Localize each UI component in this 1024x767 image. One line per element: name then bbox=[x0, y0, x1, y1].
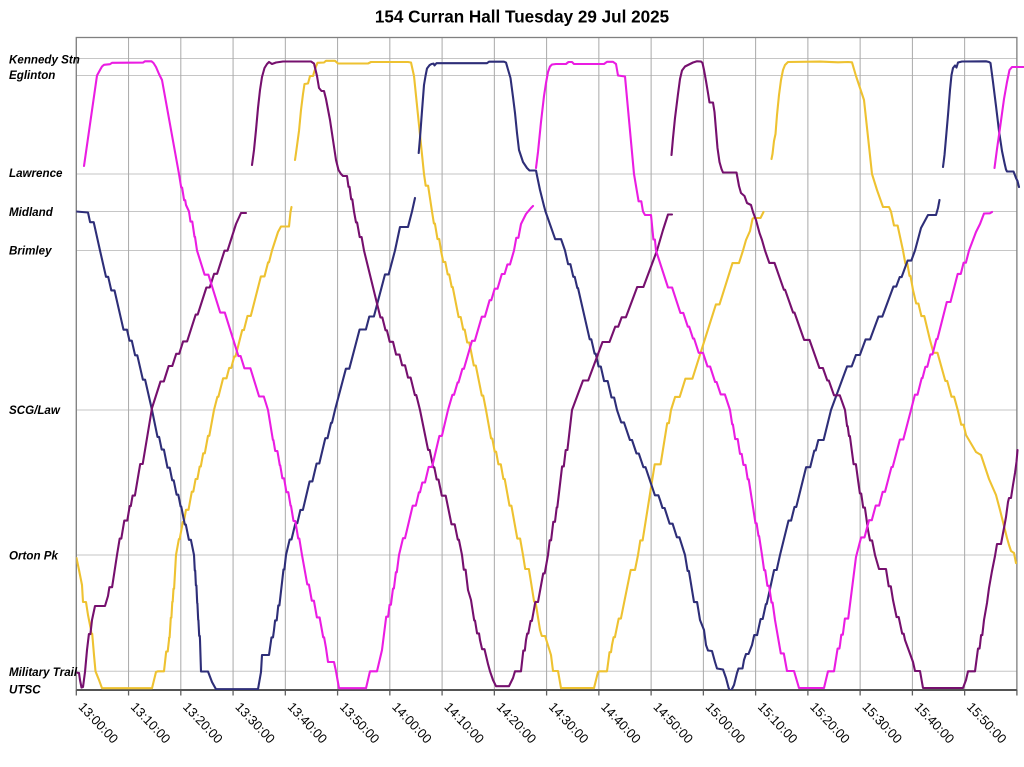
svg-text:Military Trail: Military Trail bbox=[9, 666, 78, 679]
svg-text:Eglinton: Eglinton bbox=[9, 69, 55, 82]
svg-text:Orton Pk: Orton Pk bbox=[9, 550, 59, 563]
svg-text:154 Curran Hall Tuesday 29 Jul: 154 Curran Hall Tuesday 29 Jul 2025 bbox=[375, 8, 670, 27]
svg-text:Lawrence: Lawrence bbox=[9, 167, 63, 180]
svg-text:UTSC: UTSC bbox=[9, 684, 41, 697]
svg-text:Kennedy Stn: Kennedy Stn bbox=[9, 54, 80, 67]
svg-text:Midland: Midland bbox=[9, 206, 54, 219]
svg-text:SCG/Law: SCG/Law bbox=[9, 404, 61, 417]
svg-text:Brimley: Brimley bbox=[9, 245, 52, 258]
